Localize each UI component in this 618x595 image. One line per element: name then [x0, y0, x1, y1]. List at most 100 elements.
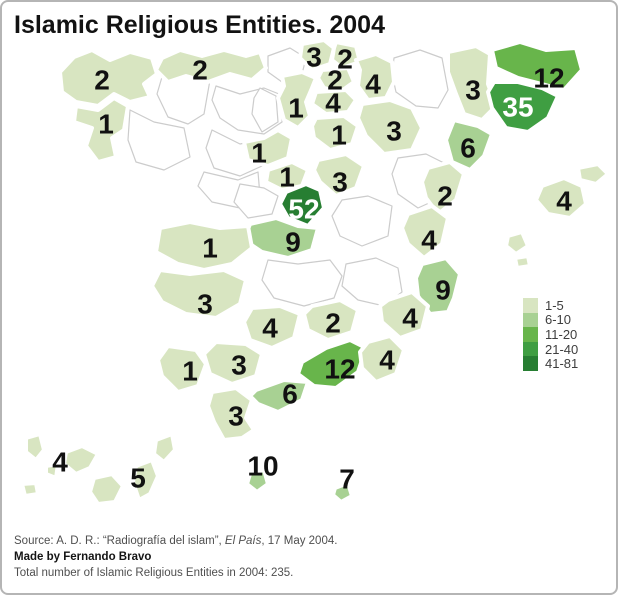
- region-barcelona: [486, 80, 560, 134]
- region-palencia: [251, 87, 279, 133]
- region-navarra-value: 4: [365, 69, 381, 100]
- made-by-line: Made by Fernando Bravo: [14, 551, 152, 563]
- legend-swatch: [523, 298, 538, 313]
- region-la-rioja: [310, 88, 358, 116]
- region-madrid-value: 52: [288, 194, 319, 225]
- region-vizcaya: [298, 38, 336, 72]
- region-burgos-value: 1: [288, 93, 304, 124]
- legend-swatch: [523, 327, 538, 342]
- region-burgos: [276, 70, 318, 130]
- legend-swatch: [523, 312, 538, 328]
- region-navarra: [354, 52, 396, 102]
- region-canarias-west-value: 4: [52, 447, 68, 478]
- region-granada-value: 12: [324, 354, 355, 385]
- legend-label: 21-40: [545, 341, 579, 357]
- legend-row-21-40: 21-40: [523, 342, 578, 357]
- region-soria: [310, 114, 360, 152]
- region-canarias-east: [131, 458, 160, 502]
- region-castellon: [420, 160, 466, 216]
- region-avila: [233, 183, 279, 219]
- region-jaen: [302, 298, 360, 342]
- region-guipuzcoa-value: 2: [337, 44, 353, 75]
- source-line: Source: A. D. R.: “Radiografía del islam…: [14, 533, 337, 549]
- region-vizcaya-value: 3: [306, 42, 322, 73]
- region-malaga-value: 6: [282, 379, 298, 410]
- region-melilla: [331, 481, 354, 504]
- region-huelva-value: 1: [182, 356, 198, 387]
- region-a-coruna-value: 2: [94, 65, 110, 96]
- region-canarias-west: [62, 444, 100, 476]
- region-cadiz: [206, 386, 256, 442]
- region-formentera: [513, 254, 532, 270]
- region-castellon-value: 2: [437, 181, 453, 212]
- source-date: , 17 May 2004.: [261, 535, 338, 547]
- region-malaga: [248, 378, 310, 414]
- source-text: Source: A. D. R.: “Radiografía del islam…: [14, 535, 225, 547]
- region-zaragoza: [356, 98, 424, 156]
- region-granada: [296, 338, 368, 390]
- legend-row-41-81: 41-81: [523, 356, 578, 371]
- region-jaen-value: 2: [325, 308, 341, 339]
- region-sevilla: [202, 340, 264, 386]
- total-line: Total number of Islamic Religious Entiti…: [14, 567, 294, 579]
- legend-row-11-20: 11-20: [523, 327, 578, 342]
- footer: Source: A. D. R.: “Radiografía del islam…: [14, 533, 337, 581]
- region-valencia-value: 4: [421, 225, 437, 256]
- legend-label: 41-81: [545, 356, 579, 372]
- region-guadalajara-value: 3: [332, 167, 348, 198]
- region-almeria: [358, 334, 406, 384]
- region-lleida-value: 3: [465, 75, 481, 106]
- region-ceuta: [245, 468, 270, 494]
- region-cordoba-value: 4: [262, 313, 278, 344]
- region-tarragona-value: 6: [460, 133, 476, 164]
- region-zaragoza-value: 3: [386, 116, 402, 147]
- region-toledo-value: 9: [285, 227, 301, 258]
- region-asturias: [154, 48, 268, 84]
- region-ciudad-real: [261, 259, 343, 307]
- legend-swatch: [523, 356, 538, 371]
- region-lleida: [446, 44, 498, 122]
- region-badajoz: [150, 268, 248, 320]
- region-canarias-west: [44, 462, 60, 480]
- legend-row-1-5: 1-5: [523, 298, 578, 313]
- region-ourense: [127, 109, 191, 171]
- region-canarias-east-value: 5: [130, 463, 146, 494]
- region-murcia-value: 4: [402, 303, 418, 334]
- region-mallorca: [534, 176, 588, 220]
- region-ibiza: [504, 230, 530, 256]
- region-almeria-value: 4: [379, 345, 395, 376]
- region-caceres: [154, 220, 254, 272]
- region-huelva: [156, 344, 208, 394]
- region-melilla-value: 7: [339, 464, 355, 495]
- region-canarias-west: [24, 432, 46, 462]
- legend-label: 6-10: [545, 312, 572, 328]
- region-canarias-east: [88, 472, 125, 506]
- region-guadalajara: [312, 152, 366, 198]
- region-girona-value: 12: [533, 63, 564, 94]
- region-cuenca: [331, 195, 393, 247]
- region-segovia-value: 1: [279, 162, 295, 193]
- region-canarias-east: [152, 432, 177, 464]
- region-badajoz-value: 3: [197, 289, 213, 320]
- region-asturias-value: 2: [192, 55, 208, 86]
- page-title: Islamic Religious Entities. 2004: [14, 11, 385, 39]
- region-valladolid: [242, 128, 294, 168]
- region-barcelona-value: 35: [502, 92, 533, 123]
- region-murcia: [378, 290, 430, 340]
- legend-swatch: [523, 341, 538, 357]
- legend-label: 11-20: [545, 326, 578, 342]
- region-alicante: [414, 256, 462, 316]
- region-ceuta-value: 10: [247, 451, 278, 482]
- region-caceres-value: 1: [202, 233, 218, 264]
- region-menorca: [576, 162, 610, 186]
- region-alava-value: 2: [327, 65, 343, 96]
- legend-label: 1-5: [545, 297, 564, 313]
- region-valladolid-value: 1: [251, 138, 267, 169]
- legend-row-6-10: 6-10: [523, 312, 578, 328]
- region-sevilla-value: 3: [231, 350, 247, 381]
- region-tarragona: [444, 118, 494, 172]
- region-pontevedra-value: 1: [98, 109, 114, 140]
- region-cordoba: [242, 304, 302, 350]
